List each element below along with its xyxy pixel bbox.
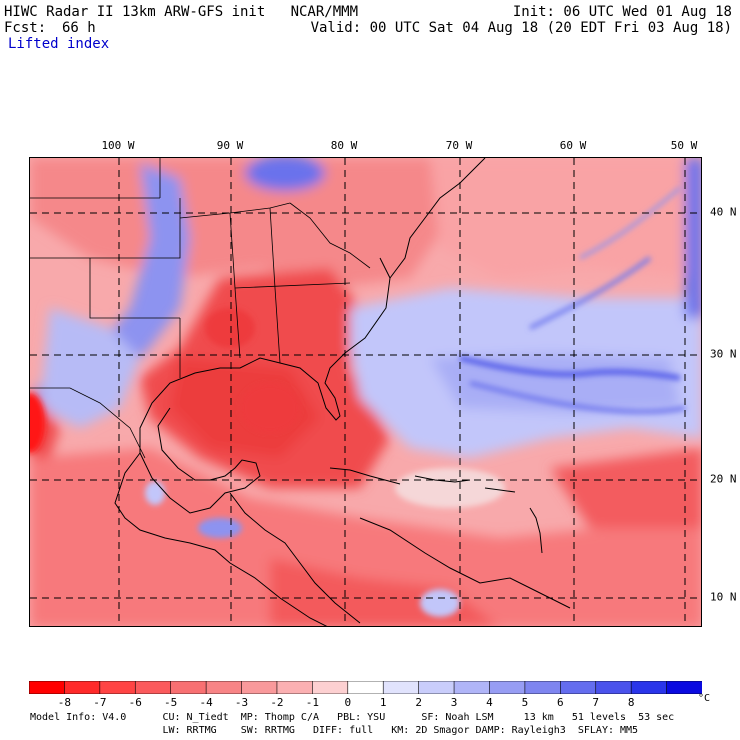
colorbar-swatch <box>241 681 278 694</box>
model-info-line1: Model Info: V4.0 CU: N_Tiedt MP: Thomp C… <box>30 712 675 723</box>
colorbar-tick-label: 8 <box>627 696 635 709</box>
lon-label-100w: 100 W <box>101 139 135 152</box>
model-info-line2: LW: RRTMG SW: RRTMG DIFF: full KM: 2D Sm… <box>30 725 639 736</box>
colorbar-swatch <box>312 681 349 694</box>
colorbar-swatch <box>595 681 632 694</box>
colorbar-tick-label: 7 <box>592 696 600 709</box>
colorbar <box>29 681 702 694</box>
political-borders <box>30 158 371 459</box>
colorbar-tick-label: 1 <box>379 696 387 709</box>
colorbar-tick-label: -6 <box>128 696 142 709</box>
colorbar-swatch <box>134 681 172 694</box>
colorbar-tick-label: 3 <box>450 696 458 709</box>
colorbar-swatch <box>453 681 491 694</box>
colorbar-swatch <box>560 681 597 694</box>
colorbar-tick-label: -4 <box>199 696 213 709</box>
colorbar-tick-label: -1 <box>305 696 319 709</box>
colorbar-tick-label: -2 <box>270 696 284 709</box>
lon-label-60w: 60 W <box>559 139 587 152</box>
colorbar-swatch <box>666 681 702 694</box>
lon-label-50w: 50 W <box>670 139 698 152</box>
field-name: Lifted index <box>8 36 110 52</box>
colorbar-tick-label: 0 <box>344 696 352 709</box>
colorbar-unit: °C <box>698 693 711 704</box>
colorbar-swatch <box>630 681 668 694</box>
colorbar-swatch <box>524 681 562 694</box>
map-canvas <box>30 158 701 626</box>
lat-lon-grid <box>30 158 701 626</box>
init-time: Init: 06 UTC Wed 01 Aug 18 <box>512 4 732 20</box>
lat-label-20n: 20 N <box>710 472 737 486</box>
lat-label-30n: 30 N <box>710 347 737 361</box>
colorbar-swatch <box>489 681 526 694</box>
colorbar-swatch <box>170 681 207 694</box>
forecast-hours: 66 h <box>62 20 96 36</box>
lon-label-90w: 90 W <box>216 139 244 152</box>
colorbar-tick-label: 6 <box>557 696 564 709</box>
lat-label-10n: 10 N <box>710 590 737 604</box>
colorbar-tick-label: -7 <box>93 696 107 709</box>
colorbar-swatch <box>29 681 66 694</box>
lon-label-80w: 80 W <box>330 139 358 152</box>
colorbar-tick-label: -3 <box>234 696 249 709</box>
colorbar-swatch <box>382 681 420 694</box>
lifted-index-map <box>29 157 702 627</box>
valid-time: Valid: 00 UTC Sat 04 Aug 18 (20 EDT Fri … <box>310 20 732 36</box>
colorbar-tick-label: -5 <box>164 696 178 709</box>
forecast-label: Fcst: <box>4 20 47 36</box>
colorbar-swatch <box>418 681 455 694</box>
colorbar-swatch <box>276 681 314 694</box>
colorbar-swatch <box>205 681 243 694</box>
model-title: HIWC Radar II 13km ARW-GFS init NCAR/MMM <box>4 4 359 20</box>
colorbar-swatch <box>347 681 385 694</box>
lon-label-70w: 70 W <box>445 139 473 152</box>
colorbar-swatch <box>64 681 101 694</box>
coastlines <box>114 158 571 626</box>
colorbar-tick-label: -8 <box>57 696 72 709</box>
lat-label-40n: 40 N <box>710 205 737 219</box>
colorbar-swatch <box>99 681 137 694</box>
colorbar-tick-label: 4 <box>486 696 493 709</box>
colorbar-tick-label: 2 <box>415 696 422 709</box>
colorbar-tick-label: 5 <box>521 696 529 709</box>
